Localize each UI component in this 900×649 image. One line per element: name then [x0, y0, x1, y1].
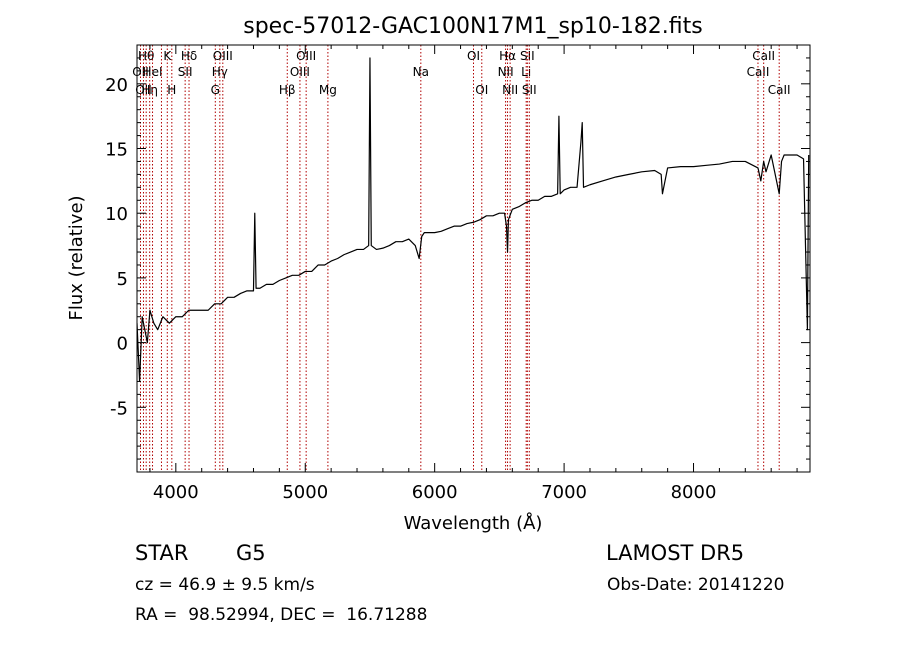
y-axis-label: Flux (relative)	[66, 195, 87, 320]
spectral-line-label: OII	[132, 65, 149, 79]
plot-frame	[136, 44, 811, 473]
y-tick-label: 10	[105, 204, 128, 225]
x-tick-label: 8000	[671, 482, 717, 503]
spectral-line-label: Hα	[499, 49, 516, 63]
spectral-line-label: Li	[521, 65, 531, 79]
spectral-line-label: H	[167, 83, 176, 97]
spectral-line-label: NII	[498, 65, 514, 79]
spectral-lines-layer: OIIOIIHθHηHeIKHSIIHδGHγOIIIHβOIIIOIIIMgN…	[132, 45, 791, 472]
spectral-line-label: G	[211, 83, 220, 97]
y-tick-label: -5	[110, 398, 128, 419]
spectral-line-label: Hθ	[138, 49, 154, 63]
spectral-line-label: HeI	[143, 65, 163, 79]
spectral-line-label: Na	[413, 65, 429, 79]
spectral-line-label: OIII	[213, 49, 233, 63]
spectral-line-label: OI	[475, 83, 488, 97]
spectral-line-label: OII	[135, 83, 152, 97]
spectral-line-label: Hδ	[181, 49, 197, 63]
spectral-line-label: OIII	[290, 65, 310, 79]
spectral-line-label: CaII	[747, 65, 770, 79]
spectral-line-label: SII	[520, 49, 535, 63]
x-tick-label: 7000	[541, 482, 587, 503]
spectral-line-label: CaII	[752, 49, 775, 63]
y-tick-label: 5	[117, 269, 128, 290]
spectral-line-label: SII	[178, 65, 193, 79]
axes-layer: 4000 5000 6000 7000 8000 -5 0 5 10 15 20	[105, 45, 810, 503]
survey-name: LAMOST DR5	[606, 541, 745, 565]
spectral-line-label: NII	[502, 83, 518, 97]
object-class: STAR	[135, 541, 189, 565]
spectral-line-label: Hβ	[279, 83, 296, 97]
obs-date: Obs-Date: 20141220	[607, 575, 785, 595]
spectral-line-label: OIII	[296, 49, 316, 63]
redshift-cz: cz = 46.9 ± 9.5 km/s	[135, 575, 315, 595]
spectral-line-label: K	[163, 49, 172, 63]
y-tick-label: 20	[105, 75, 128, 96]
ra-dec: RA = 98.52994, DEC = 16.71288	[135, 605, 428, 625]
object-subclass: G5	[236, 541, 266, 565]
spectral-line-label: Mg	[319, 83, 337, 97]
spectral-line-label: SII	[522, 83, 537, 97]
x-tick-label: 4000	[153, 482, 199, 503]
spectral-line-label: OI	[467, 49, 480, 63]
y-tick-label: 0	[117, 334, 128, 355]
x-axis-label: Wavelength (Å)	[404, 512, 543, 534]
spectral-line-label: Hγ	[212, 65, 228, 79]
spectral-line-label: Hη	[141, 83, 158, 97]
chart-title: spec-57012-GAC100N17M1_sp10-182.fits	[243, 14, 703, 39]
spectral-line-label: CaII	[768, 83, 791, 97]
y-tick-label: 15	[105, 140, 128, 161]
x-tick-label: 6000	[412, 482, 458, 503]
spectrum-series-line	[137, 57, 810, 383]
x-tick-label: 5000	[282, 482, 328, 503]
series-layer	[137, 57, 810, 383]
